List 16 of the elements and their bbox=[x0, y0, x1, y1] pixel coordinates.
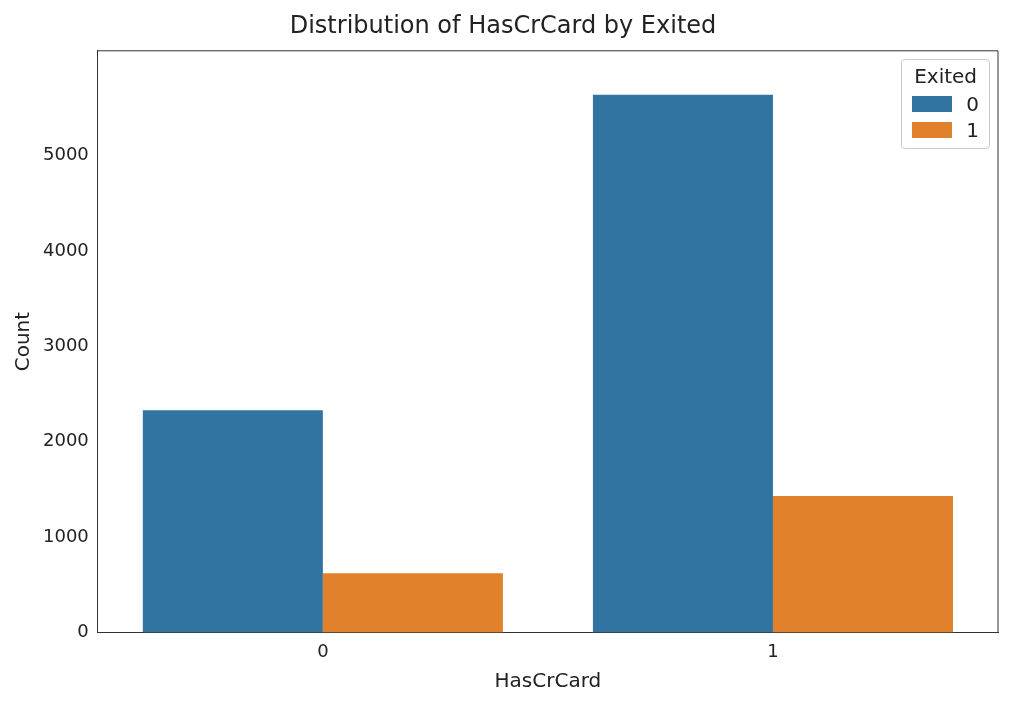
chart-title: Distribution of HasCrCard by Exited bbox=[289, 10, 717, 39]
y-tick-label: 5000 bbox=[43, 143, 89, 165]
bar bbox=[772, 496, 953, 633]
legend-title: Exited bbox=[913, 63, 979, 88]
y-tick-label: 3000 bbox=[43, 334, 89, 356]
legend-label: 0 bbox=[966, 91, 979, 116]
bar bbox=[322, 573, 503, 633]
legend-label: 1 bbox=[966, 117, 979, 142]
y-tick-label: 4000 bbox=[43, 238, 89, 260]
y-tick-label: 1000 bbox=[43, 524, 89, 546]
x-axis-title: HasCrCard bbox=[494, 668, 602, 693]
y-tick-label: 0 bbox=[77, 620, 89, 642]
bar bbox=[592, 94, 773, 633]
y-axis-title: Count bbox=[10, 311, 35, 372]
y-tick-label: 2000 bbox=[43, 429, 89, 451]
bar bbox=[142, 410, 323, 633]
